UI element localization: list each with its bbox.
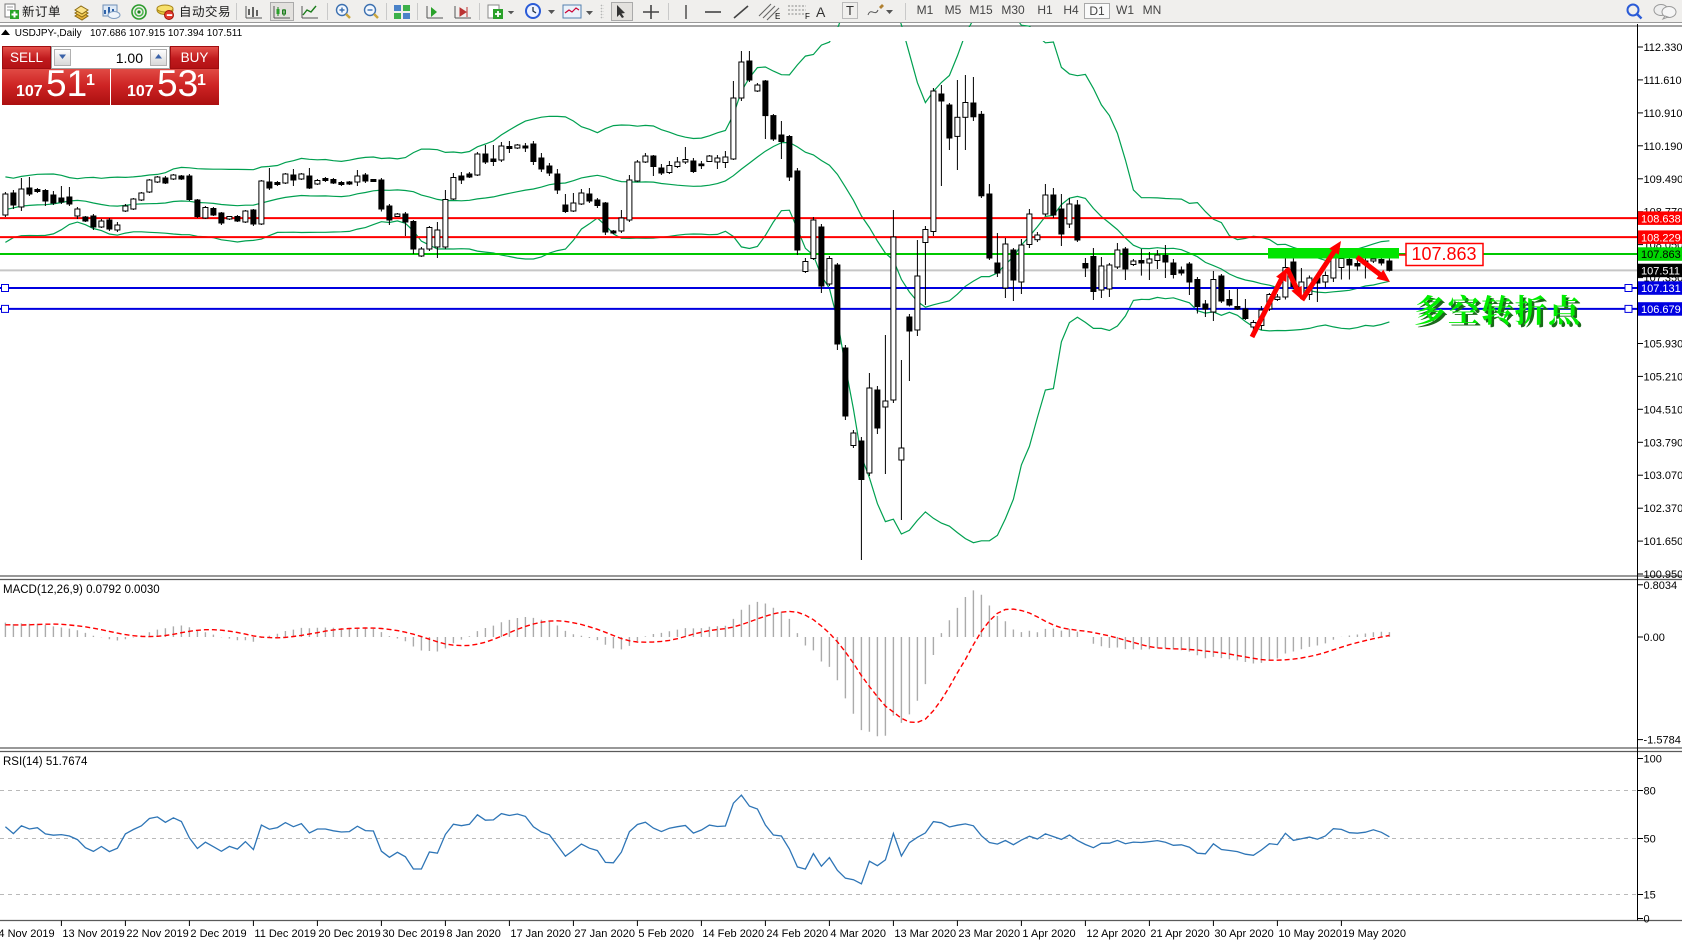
svg-text:112.330: 112.330 <box>1644 42 1682 54</box>
svg-text:110.190: 110.190 <box>1644 141 1682 153</box>
svg-text:109.490: 109.490 <box>1644 174 1682 186</box>
svg-text:23 Mar 2020: 23 Mar 2020 <box>958 928 1020 940</box>
svg-text:107.131: 107.131 <box>1641 283 1681 295</box>
svg-text:30 Dec 2019: 30 Dec 2019 <box>382 928 444 940</box>
svg-text:103.070: 103.070 <box>1644 470 1682 482</box>
svg-text:104.510: 104.510 <box>1644 404 1682 416</box>
svg-text:100: 100 <box>1644 754 1662 766</box>
svg-text:102.370: 102.370 <box>1644 503 1682 515</box>
svg-text:13 Mar 2020: 13 Mar 2020 <box>894 928 956 940</box>
svg-text:107.511: 107.511 <box>1641 266 1680 278</box>
svg-text:4 Nov 2019: 4 Nov 2019 <box>0 928 55 940</box>
svg-text:108.638: 108.638 <box>1641 213 1681 225</box>
svg-text:21 Apr 2020: 21 Apr 2020 <box>1150 928 1209 940</box>
svg-text:10 May 2020: 10 May 2020 <box>1278 928 1342 940</box>
svg-text:22 Nov 2019: 22 Nov 2019 <box>126 928 188 940</box>
svg-text:30 Apr 2020: 30 Apr 2020 <box>1214 928 1273 940</box>
svg-text:80: 80 <box>1644 786 1656 798</box>
svg-text:101.650: 101.650 <box>1644 536 1682 548</box>
svg-text:RSI(14) 51.7674: RSI(14) 51.7674 <box>3 756 88 768</box>
svg-text:106.679: 106.679 <box>1641 304 1681 316</box>
svg-text:110.910: 110.910 <box>1644 108 1682 120</box>
svg-text:17 Jan 2020: 17 Jan 2020 <box>510 928 571 940</box>
svg-text:0: 0 <box>1644 914 1650 926</box>
svg-text:8 Jan 2020: 8 Jan 2020 <box>446 928 500 940</box>
svg-text:11 Dec 2019: 11 Dec 2019 <box>254 928 316 940</box>
svg-text:27 Jan 2020: 27 Jan 2020 <box>574 928 635 940</box>
svg-text:50: 50 <box>1644 834 1656 846</box>
svg-text:108.229: 108.229 <box>1641 232 1681 244</box>
svg-text:MACD(12,26,9) 0.0792 0.0030: MACD(12,26,9) 0.0792 0.0030 <box>3 584 160 596</box>
svg-text:15: 15 <box>1644 890 1656 902</box>
svg-text:1 Apr 2020: 1 Apr 2020 <box>1022 928 1075 940</box>
svg-text:24 Feb 2020: 24 Feb 2020 <box>766 928 828 940</box>
svg-text:F: F <box>805 12 810 21</box>
svg-text:0.00: 0.00 <box>1644 632 1665 644</box>
svg-text:14 Feb 2020: 14 Feb 2020 <box>702 928 764 940</box>
svg-text:E: E <box>775 12 780 21</box>
svg-text:100.950: 100.950 <box>1644 569 1682 581</box>
svg-text:105.930: 105.930 <box>1644 339 1682 351</box>
svg-text:103.790: 103.790 <box>1644 437 1682 449</box>
svg-text:111.610: 111.610 <box>1644 75 1682 87</box>
svg-text:0.8034: 0.8034 <box>1644 580 1678 592</box>
svg-text:107.863: 107.863 <box>1641 249 1681 261</box>
svg-text:2 Dec 2019: 2 Dec 2019 <box>190 928 246 940</box>
svg-text:5 Feb 2020: 5 Feb 2020 <box>638 928 694 940</box>
svg-text:105.210: 105.210 <box>1644 371 1682 383</box>
svg-text:107.863: 107.863 <box>1411 244 1476 264</box>
svg-text:-1.5784: -1.5784 <box>1644 735 1681 747</box>
svg-text:19 May 2020: 19 May 2020 <box>1342 928 1406 940</box>
svg-text:20 Dec 2019: 20 Dec 2019 <box>318 928 380 940</box>
svg-text:12 Apr 2020: 12 Apr 2020 <box>1086 928 1145 940</box>
svg-text:4 Mar 2020: 4 Mar 2020 <box>830 928 886 940</box>
svg-text:13 Nov 2019: 13 Nov 2019 <box>62 928 124 940</box>
